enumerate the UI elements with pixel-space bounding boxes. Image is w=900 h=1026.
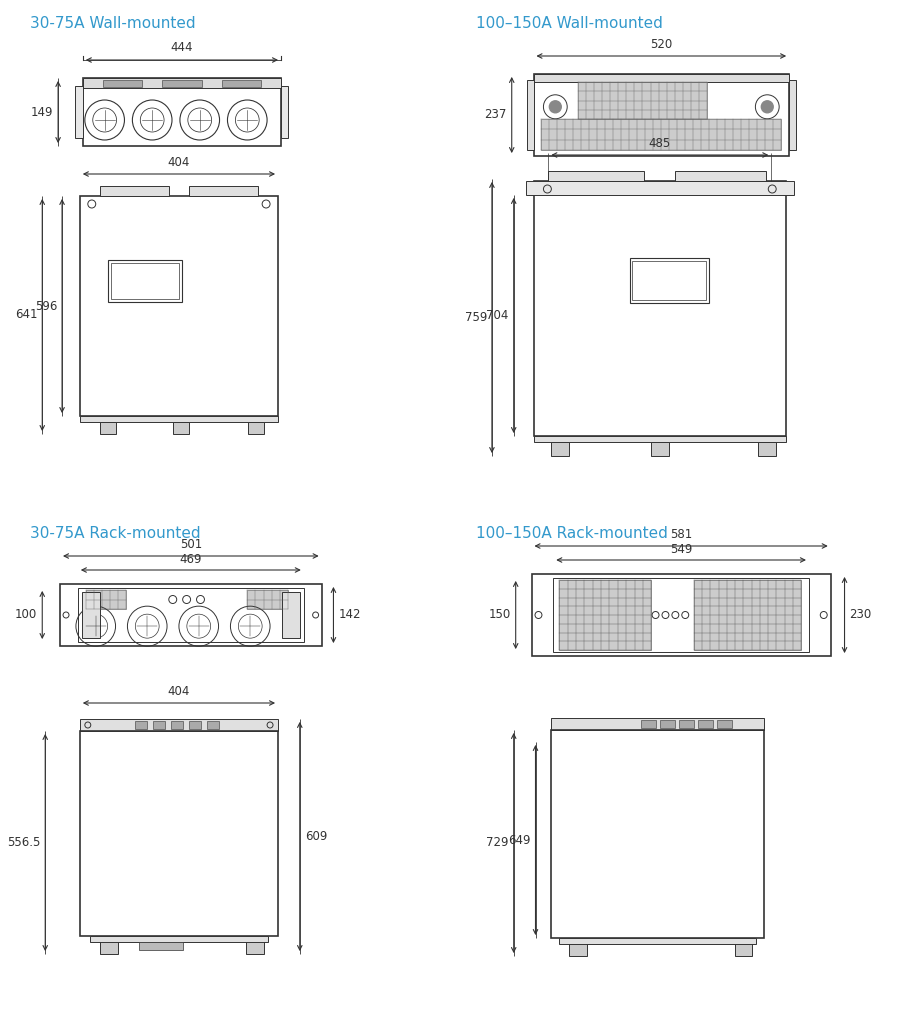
Bar <box>698 720 713 728</box>
Text: 149: 149 <box>31 106 53 118</box>
Text: 649: 649 <box>508 833 531 846</box>
Bar <box>80 416 278 422</box>
Text: 549: 549 <box>670 543 692 556</box>
Bar <box>694 580 801 650</box>
Text: 581: 581 <box>670 528 692 541</box>
Bar <box>559 938 756 944</box>
Bar <box>759 442 776 456</box>
Circle shape <box>761 101 773 113</box>
Bar <box>641 720 656 728</box>
Bar <box>569 938 587 956</box>
Bar <box>629 259 708 304</box>
Bar <box>633 262 706 301</box>
Text: 641: 641 <box>14 309 37 321</box>
Text: 30-75A Rack-mounted: 30-75A Rack-mounted <box>31 526 201 541</box>
Text: 100–150A Rack-mounted: 100–150A Rack-mounted <box>476 526 668 541</box>
Bar <box>542 119 781 150</box>
Bar <box>534 436 786 442</box>
Text: 30-75A Wall-mounted: 30-75A Wall-mounted <box>31 16 196 31</box>
Bar <box>162 80 202 87</box>
Bar <box>140 942 183 950</box>
Bar <box>248 590 288 608</box>
Text: 556.5: 556.5 <box>7 836 40 849</box>
Bar <box>789 80 796 150</box>
Bar <box>248 422 264 434</box>
Bar <box>552 442 569 456</box>
Text: 444: 444 <box>171 41 194 54</box>
Text: 237: 237 <box>484 109 507 121</box>
Bar <box>247 936 264 954</box>
Bar <box>652 442 670 456</box>
Bar <box>173 422 189 434</box>
Bar <box>734 938 752 956</box>
Text: 142: 142 <box>338 608 361 622</box>
Text: 609: 609 <box>305 830 327 843</box>
Bar <box>281 86 288 139</box>
Bar <box>552 731 764 938</box>
Bar <box>90 936 268 942</box>
Bar <box>83 78 281 146</box>
Text: 729: 729 <box>486 836 508 850</box>
Bar <box>675 171 766 181</box>
Bar <box>189 186 258 196</box>
Circle shape <box>549 101 562 113</box>
Text: 596: 596 <box>35 300 57 313</box>
Bar <box>717 720 733 728</box>
Bar <box>526 80 534 150</box>
Bar <box>78 588 303 642</box>
Bar <box>207 721 219 729</box>
Bar <box>86 590 127 608</box>
Text: 404: 404 <box>167 685 190 698</box>
Bar <box>83 78 281 88</box>
Bar <box>80 731 278 936</box>
Bar <box>60 584 321 646</box>
Bar <box>532 574 831 656</box>
Bar <box>108 260 182 302</box>
Bar <box>282 592 300 638</box>
Bar <box>75 86 83 139</box>
Bar <box>526 181 794 195</box>
Bar <box>153 721 165 729</box>
Bar <box>534 74 789 82</box>
Text: 404: 404 <box>167 156 190 169</box>
Text: 759: 759 <box>464 311 487 324</box>
Text: 469: 469 <box>180 553 202 566</box>
Bar <box>103 80 142 87</box>
Text: 485: 485 <box>649 137 670 150</box>
Bar <box>100 936 118 954</box>
Text: 100–150A Wall-mounted: 100–150A Wall-mounted <box>476 16 663 31</box>
Bar <box>578 82 707 119</box>
Bar <box>559 580 652 650</box>
Bar <box>221 80 261 87</box>
Bar <box>189 721 201 729</box>
Bar <box>80 719 278 731</box>
Bar <box>100 186 169 196</box>
Bar <box>111 263 179 299</box>
Bar <box>548 171 644 181</box>
Text: 520: 520 <box>650 38 672 51</box>
Bar <box>534 74 789 156</box>
Text: 501: 501 <box>180 538 202 551</box>
Text: 704: 704 <box>486 309 508 322</box>
Bar <box>660 720 675 728</box>
Bar <box>171 721 183 729</box>
Bar <box>80 196 278 416</box>
Text: 230: 230 <box>850 608 872 622</box>
Bar <box>680 720 694 728</box>
Bar <box>552 718 764 731</box>
Bar <box>135 721 148 729</box>
Bar <box>554 578 809 652</box>
Text: 150: 150 <box>489 608 510 622</box>
Text: 100: 100 <box>15 608 37 622</box>
Bar <box>82 592 100 638</box>
Bar <box>100 422 115 434</box>
Bar <box>534 181 786 436</box>
